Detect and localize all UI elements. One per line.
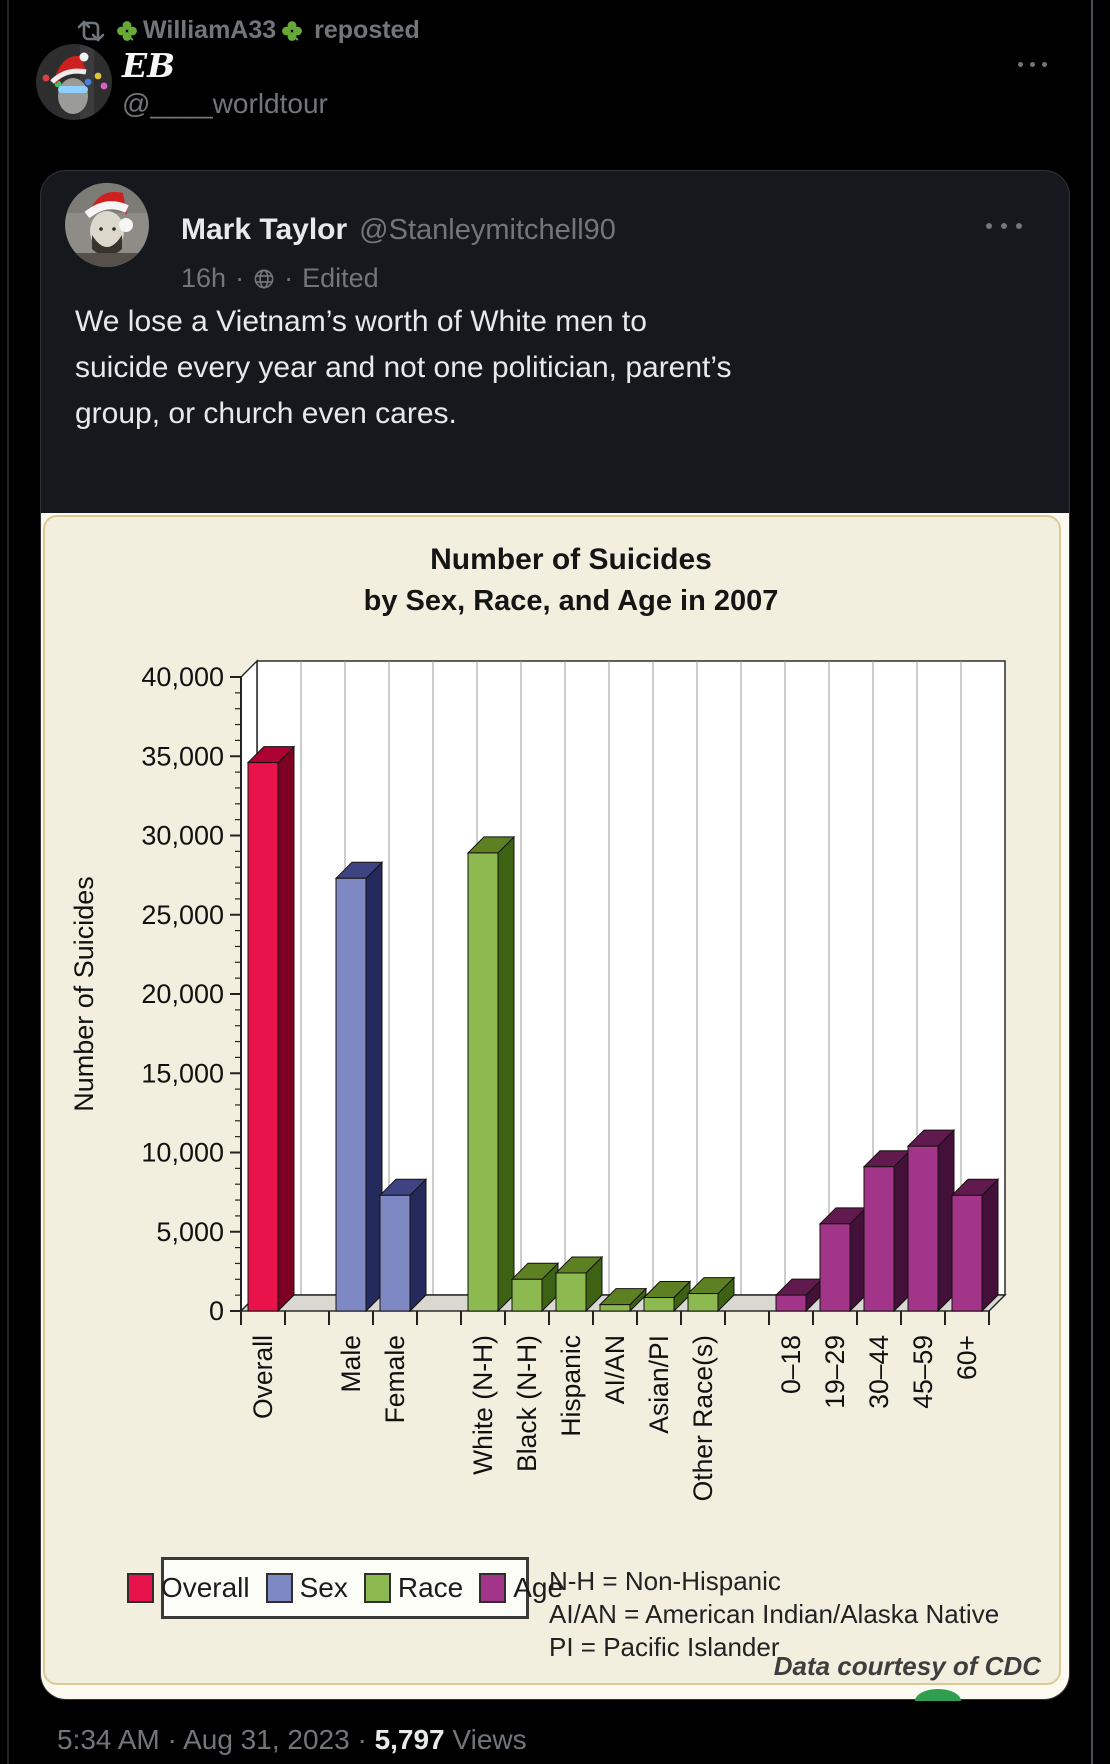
- svg-text:Male: Male: [336, 1335, 366, 1392]
- clover-icon: [282, 20, 303, 41]
- post-time: 5:34 AM: [57, 1724, 160, 1755]
- chart-notes: N-H = Non-Hispanic AI/AN = American Indi…: [549, 1565, 999, 1664]
- svg-text:15,000: 15,000: [141, 1058, 224, 1088]
- svg-text:5,000: 5,000: [156, 1217, 224, 1247]
- bar-19–29: [819, 1223, 851, 1312]
- bar-45–59: [907, 1145, 939, 1312]
- legend-item-overall: Overall: [126, 1572, 250, 1604]
- legend-swatch-overall: [126, 1573, 154, 1603]
- note-line: PI = Pacific Islander: [549, 1632, 780, 1662]
- quoted-avatar[interactable]: [65, 183, 149, 267]
- svg-text:Female: Female: [380, 1335, 410, 1423]
- separator-dot: ·: [235, 263, 245, 293]
- clover-icon: [117, 20, 137, 41]
- bar-Male: [335, 877, 367, 1312]
- svg-text:0–18: 0–18: [776, 1335, 806, 1394]
- edited-label: Edited: [302, 263, 379, 293]
- svg-text:Black (N-H): Black (N-H): [512, 1335, 542, 1472]
- note-line: N-H = Non-Hispanic: [549, 1566, 781, 1596]
- green-circle-peek: [915, 1689, 961, 1701]
- quoted-meta-row: 16h · · Edited: [181, 263, 379, 294]
- svg-text:White (N-H): White (N-H): [468, 1335, 498, 1475]
- post-date: Aug 31, 2023: [183, 1724, 350, 1755]
- legend-swatch-race: [363, 1573, 391, 1603]
- chart-credit: Data courtesy of CDC: [773, 1651, 1041, 1681]
- chart-title: Number of Suicides: [430, 543, 712, 576]
- bar-60+: [951, 1194, 983, 1312]
- tweet-media-chart[interactable]: 0 5,000 10,000 15,000 20,000 25,000 30,000 35,0…: [41, 513, 1069, 1699]
- bar-0–18: [775, 1294, 807, 1312]
- svg-text:19–29: 19–29: [820, 1335, 850, 1409]
- svg-text:Other Race(s): Other Race(s): [688, 1335, 718, 1501]
- suicide-bar-chart: 0 5,000 10,000 15,000 20,000 25,000 30,000 35,0…: [69, 659, 1007, 1501]
- author-name[interactable]: EB: [122, 46, 176, 85]
- tweet-text-line: group, or church even cares.: [75, 397, 457, 430]
- legend-swatch-sex: [265, 1573, 293, 1603]
- svg-text:60+: 60+: [952, 1335, 982, 1380]
- tweet-text-line: We lose a Vietnam’s worth of White men t…: [75, 305, 647, 338]
- bar-Hispanic: [555, 1272, 587, 1312]
- note-line: AI/AN = American Indian/Alaska Native: [549, 1599, 1000, 1629]
- bar-Asian/PI: [643, 1297, 675, 1312]
- quoted-tweet-card[interactable]: Mark Taylor @Stanleymitchell90 16h · · E…: [40, 170, 1070, 1700]
- tweet-footer: 5:34 AM · Aug 31, 2023 · 5,797 Views: [57, 1724, 527, 1755]
- tweet-text: We lose a Vietnam’s worth of White men t…: [75, 299, 1005, 437]
- avatar[interactable]: [36, 44, 112, 120]
- svg-text:10,000: 10,000: [141, 1138, 224, 1168]
- svg-text:25,000: 25,000: [141, 900, 224, 930]
- svg-text:Asian/PI: Asian/PI: [644, 1335, 674, 1434]
- quoted-author-name[interactable]: Mark Taylor: [181, 213, 348, 246]
- svg-text:40,000: 40,000: [141, 662, 224, 692]
- legend-item-sex: Sex: [265, 1572, 348, 1604]
- legend-swatch-age: [479, 1573, 507, 1603]
- retweet-icon: [77, 20, 105, 41]
- separator-dot: ·: [284, 263, 294, 293]
- svg-text:Hispanic: Hispanic: [556, 1335, 586, 1437]
- bar-Female: [379, 1194, 411, 1312]
- bar-30–44: [863, 1166, 895, 1312]
- views-count[interactable]: 5,797: [374, 1724, 445, 1755]
- chart-subtitle: by Sex, Race, and Age in 2007: [363, 585, 779, 617]
- bar-White (N-H): [467, 852, 499, 1312]
- svg-text:Number of Suicides: Number of Suicides: [69, 876, 99, 1112]
- globe-icon: [254, 269, 274, 288]
- svg-text:0: 0: [209, 1296, 224, 1326]
- svg-text:AI/AN: AI/AN: [600, 1335, 630, 1404]
- svg-text:30–44: 30–44: [864, 1335, 894, 1409]
- reposter-name[interactable]: WilliamA33: [143, 16, 277, 44]
- legend-item-race: Race: [363, 1572, 463, 1604]
- repost-action-label: reposted: [314, 16, 420, 44]
- quoted-more-options-button[interactable]: [986, 223, 1022, 229]
- views-label: Views: [452, 1724, 527, 1755]
- more-options-button[interactable]: [1018, 62, 1047, 67]
- author-handle[interactable]: @____worldtour: [122, 88, 328, 119]
- bar-Other Race(s): [687, 1293, 719, 1312]
- svg-text:Overall: Overall: [248, 1335, 278, 1419]
- legend-item-age: Age: [479, 1572, 563, 1604]
- tweet-text-line: suicide every year and not one politicia…: [75, 351, 732, 384]
- svg-text:30,000: 30,000: [141, 821, 224, 851]
- repost-banner[interactable]: WilliamA33 reposted: [76, 16, 420, 45]
- screen-right-edge: [1091, 0, 1093, 1764]
- svg-text:20,000: 20,000: [141, 979, 224, 1009]
- screen-left-edge: [7, 0, 9, 1764]
- svg-text:45–59: 45–59: [908, 1335, 938, 1409]
- svg-text:35,000: 35,000: [141, 741, 224, 771]
- quoted-author-handle[interactable]: @Stanleymitchell90: [359, 214, 616, 246]
- chart-legend: Overall Sex Race Age: [126, 1557, 563, 1619]
- bar-Overall: [247, 762, 279, 1312]
- bar-AI/AN: [599, 1304, 631, 1312]
- timestamp: 16h: [181, 263, 227, 293]
- bar-Black (N-H): [511, 1278, 543, 1312]
